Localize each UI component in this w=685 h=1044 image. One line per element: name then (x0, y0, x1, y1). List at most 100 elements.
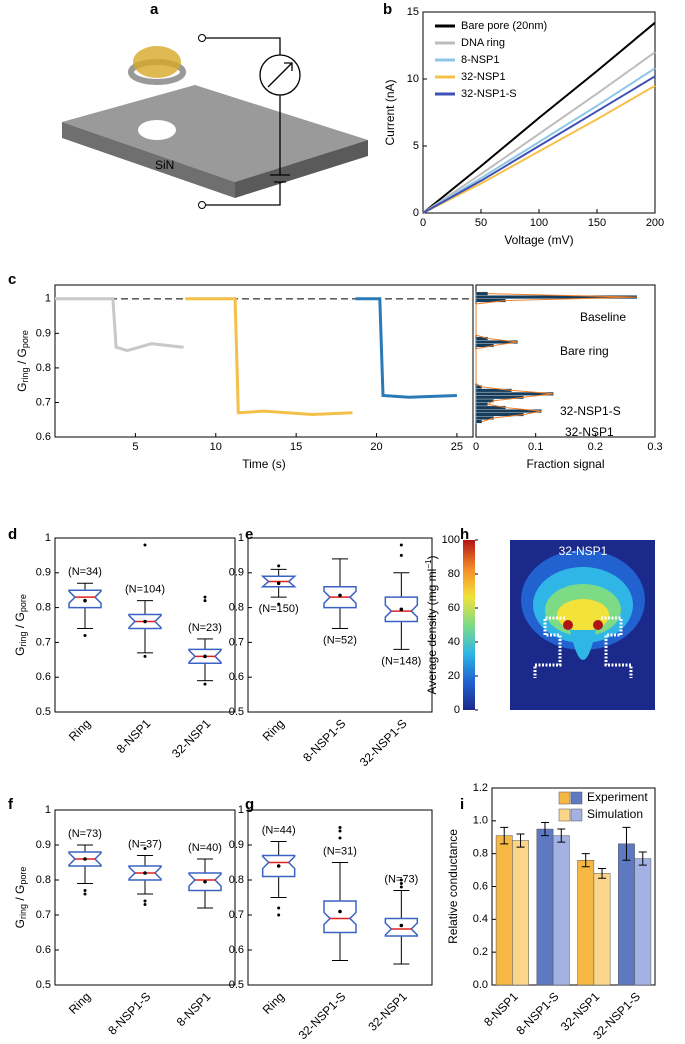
annotation: 32-NSP1-S (560, 404, 621, 418)
legend-swatch (570, 791, 583, 805)
membrane-side (235, 140, 368, 198)
outlier (203, 595, 207, 599)
legend-label: Bare pore (20nm) (461, 20, 547, 32)
x-tick-label: 100 (530, 217, 548, 229)
nsp-cloud (133, 46, 181, 78)
y-axis-label-part: G (13, 647, 27, 656)
panel-label: i (460, 796, 464, 813)
bar (552, 835, 570, 986)
histogram-bar (475, 295, 638, 299)
outlier (143, 899, 147, 903)
y-tick-label: 10 (407, 73, 419, 85)
y-tick-label: 0.5 (36, 979, 51, 991)
colorbar-tick-label: 0 (454, 704, 460, 716)
error-bar (622, 826, 631, 861)
data-line (355, 297, 457, 399)
circuit (205, 37, 290, 206)
membrane-top (62, 85, 368, 182)
legend-label: 32-NSP1 (461, 71, 506, 83)
axes-frame (247, 809, 433, 986)
data-line (422, 75, 656, 214)
y-tick-label: 0.6 (473, 880, 488, 892)
bar (495, 835, 513, 986)
x-tick-label: 8-NSP1-S (300, 716, 348, 764)
outlier (143, 847, 147, 850)
outlier (203, 599, 207, 603)
y-tick-label: 1 (238, 532, 244, 544)
outlier (399, 885, 403, 889)
x-tick-label: 32-NSP1 (365, 989, 410, 1034)
error-bar (516, 833, 525, 848)
membrane-side (62, 122, 235, 198)
bar (512, 840, 529, 986)
x-axis-label: Fraction signal (526, 457, 604, 471)
data-line (422, 51, 656, 214)
histogram-bar (475, 336, 489, 341)
error-bar (500, 826, 509, 845)
n-label: (N=40) (188, 842, 222, 854)
x-axis-label: Time (s) (242, 457, 286, 471)
histogram-bar (475, 402, 489, 407)
x-tick-label: 32-NSP1-S (296, 989, 349, 1042)
outlier (338, 836, 342, 840)
terminal (198, 201, 206, 209)
colorbar-tick-label: 60 (448, 602, 460, 614)
x-tick-label: 0.2 (588, 441, 603, 453)
x-tick-label: 50 (475, 217, 487, 229)
outlier (399, 543, 403, 547)
axes-frame (54, 809, 236, 986)
fit-curve (475, 293, 638, 422)
y-tick-label: 0.8 (36, 874, 51, 886)
histogram-bar (475, 343, 495, 348)
y-tick-label: 0.8 (229, 602, 244, 614)
y-tick-label: 0.6 (36, 944, 51, 956)
x-tick-label: 0 (420, 217, 426, 229)
y-tick-label: 0.8 (229, 874, 244, 886)
colorbar-label-part: −1 (424, 559, 433, 569)
mean (276, 581, 281, 586)
y-tick-label: 1 (45, 804, 51, 816)
x-tick-label: 8-NSP1 (114, 716, 154, 756)
y-axis-label-part: G (15, 383, 29, 392)
panel-label: c (8, 271, 16, 288)
map-title: 32-NSP1 (559, 544, 608, 558)
pore (138, 120, 176, 140)
bar (634, 858, 652, 986)
y-tick-label: 0.8 (36, 602, 51, 614)
outlier (399, 882, 403, 885)
axes-frame (54, 537, 236, 713)
y-tick-label: 1 (45, 293, 51, 305)
error-bar (540, 821, 549, 837)
x-tick-label: 0 (473, 441, 479, 453)
x-tick-label: Ring (66, 989, 93, 1016)
y-tick-label: 0.7 (36, 909, 51, 921)
x-tick-label: 5 (132, 441, 138, 453)
annotation: Bare ring (560, 344, 609, 358)
y-tick-label: 0.9 (229, 567, 244, 579)
mean (338, 593, 342, 598)
n-label: (N=104) (125, 584, 165, 596)
colorbar-label: Average density (mg ml−1) (424, 556, 439, 695)
x-tick-label: 150 (588, 217, 606, 229)
x-tick-label: 15 (290, 441, 302, 453)
bar (536, 828, 554, 986)
n-label: (N=31) (323, 845, 357, 857)
map-contour (570, 630, 596, 660)
panel-label: g (245, 796, 254, 813)
panel-label: a (150, 1, 159, 18)
legend-label: Experiment (587, 790, 648, 804)
map-hotspot (563, 620, 573, 630)
x-tick-label: 20 (370, 441, 382, 453)
data-line (422, 21, 656, 214)
y-axis-label: Gring / Gpore (13, 867, 28, 929)
mean (83, 598, 87, 603)
outlier (277, 602, 281, 606)
y-tick-label: 0.7 (229, 636, 244, 648)
x-tick-label: 32-NSP1 (169, 716, 214, 761)
histogram-bar (475, 388, 512, 393)
y-axis-label-part: G (13, 919, 27, 928)
outlier (277, 913, 281, 917)
bar (593, 873, 611, 986)
axes-frame (247, 537, 433, 713)
bar (618, 843, 635, 986)
